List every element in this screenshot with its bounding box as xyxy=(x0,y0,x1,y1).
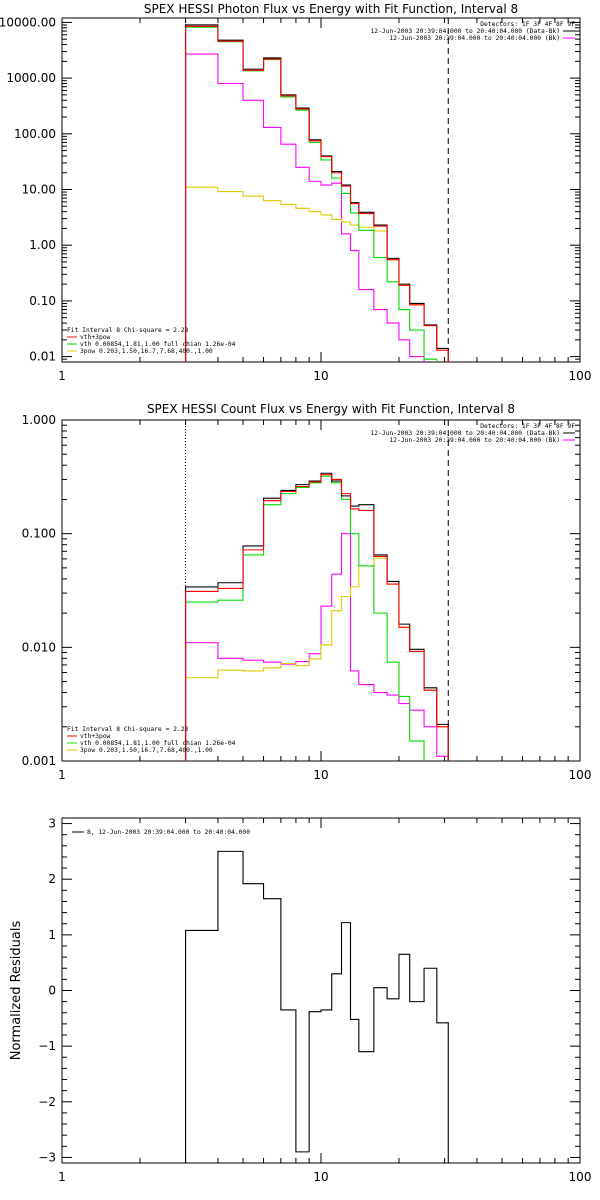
series-background xyxy=(185,53,425,362)
series-group xyxy=(185,850,449,1163)
fit-legend-line: 3pow 0.203,1.50,16.7,7.68,400.,1.00 xyxy=(80,747,213,754)
plot-frame xyxy=(61,419,581,762)
series-thermal xyxy=(185,26,438,362)
y-axis: 3 2 1 0 −1 −2 −3 xyxy=(38,817,580,1164)
info-line: 12-Jun-2003 20:39:04.000 to 20:40:04.000… xyxy=(389,437,560,444)
y-tick-label: 1 xyxy=(48,928,56,942)
y-tick-label: 10000.00 xyxy=(0,15,56,29)
series-total xyxy=(185,474,449,761)
series-residual xyxy=(185,850,449,1163)
series-data xyxy=(185,472,449,761)
y-tick-label: −3 xyxy=(38,1150,56,1164)
chart-title: SPEX HESSI Count Flux vs Energy with Fit… xyxy=(147,402,515,416)
x-tick-label: 1 xyxy=(58,768,66,782)
plot-frame xyxy=(61,817,581,1164)
x-axis: 1 10 100 xyxy=(58,818,591,1184)
info-line: 12-Jun-2003 20:39:04.000 to 20:40:04.000… xyxy=(370,430,560,437)
y-tick-label: 0.10 xyxy=(29,294,56,308)
fit-legend-line: vth+3pow xyxy=(80,733,111,740)
series-total xyxy=(185,25,449,362)
fit-legend-line: Fit Interval 8 Chi-square = 2.23 xyxy=(67,726,189,733)
series-group xyxy=(185,24,449,362)
fit-legend-line: 3pow 0.203,1.50,16.7,7.68,400.,1.00 xyxy=(80,348,213,355)
info-line: 12-Jun-2003 20:39:04.000 to 20:40:04.000… xyxy=(370,28,560,35)
x-tick-label: 10 xyxy=(313,1170,328,1184)
residual-legend: 8, 12-Jun-2003 20:39:04.000 to 20:40:04.… xyxy=(87,829,250,836)
x-axis: 1 10 100 xyxy=(58,420,591,782)
y-axis-label: Normalized Residuals xyxy=(9,921,24,1061)
y-tick-label: 0.100 xyxy=(22,527,56,541)
x-tick-label: 100 xyxy=(569,768,592,782)
x-tick-label: 10 xyxy=(313,369,328,383)
series-background xyxy=(185,533,449,761)
x-tick-label: 1 xyxy=(58,369,66,383)
fit-legend-line: vth 0.00854,1.81,1.00 full chian 1.26e-0… xyxy=(80,341,236,348)
fit-legend-line: vth+3pow xyxy=(80,334,111,341)
y-axis: 10000.00 1000.00 100.00 10.00 1.00 0.10 0.01 xyxy=(0,15,580,364)
y-axis: 1.000 0.100 0.010 0.001 xyxy=(22,413,580,768)
y-tick-label: 10.00 xyxy=(22,183,56,197)
x-tick-label: 1 xyxy=(58,1170,66,1184)
y-tick-label: 0.01 xyxy=(29,350,56,364)
chart-title: SPEX HESSI Photon Flux vs Energy with Fi… xyxy=(144,2,518,16)
y-tick-label: 1.000 xyxy=(22,413,56,427)
y-tick-label: 0.001 xyxy=(22,754,56,768)
photon-flux-panel: SPEX HESSI Photon Flux vs Energy with Fi… xyxy=(0,2,592,383)
fit-legend: Fit Interval 8 Chi-square = 2.23vth+3pow… xyxy=(67,726,236,754)
fit-legend-line: vth 0.00854,1.81,1.00 full chian 1.26e-0… xyxy=(80,740,236,747)
series-group xyxy=(185,472,449,761)
info-line: 12-Jun-2003 20:39:04.000 to 20:40:04.000… xyxy=(389,35,560,42)
y-tick-label: 0.010 xyxy=(22,640,56,654)
y-tick-label: 2 xyxy=(48,872,56,886)
x-tick-label: 10 xyxy=(313,768,328,782)
y-tick-label: 1000.00 xyxy=(6,71,56,85)
info-line: Detectors: 1F 3F 4F 8F 9F xyxy=(480,21,575,28)
fit-legend: Fit Interval 8 Chi-square = 2.23vth+3pow… xyxy=(67,327,236,355)
x-tick-label: 100 xyxy=(569,369,592,383)
y-tick-label: 100.00 xyxy=(14,127,56,141)
fit-legend-line: Fit Interval 8 Chi-square = 2.23 xyxy=(67,327,189,334)
y-tick-label: 1.00 xyxy=(29,238,56,252)
count-flux-panel: SPEX HESSI Count Flux vs Energy with Fit… xyxy=(22,402,592,782)
y-tick-label: 3 xyxy=(48,817,56,831)
plot-frame xyxy=(61,17,581,363)
series-nonthermal xyxy=(185,557,449,761)
info-line: Detectors: 1F 3F 4F 8F 9F xyxy=(480,423,575,430)
y-tick-label: −2 xyxy=(38,1095,56,1109)
series-data xyxy=(185,24,449,362)
y-tick-label: −1 xyxy=(38,1039,56,1053)
y-tick-label: 0 xyxy=(48,984,56,998)
x-tick-label: 100 xyxy=(569,1170,592,1184)
